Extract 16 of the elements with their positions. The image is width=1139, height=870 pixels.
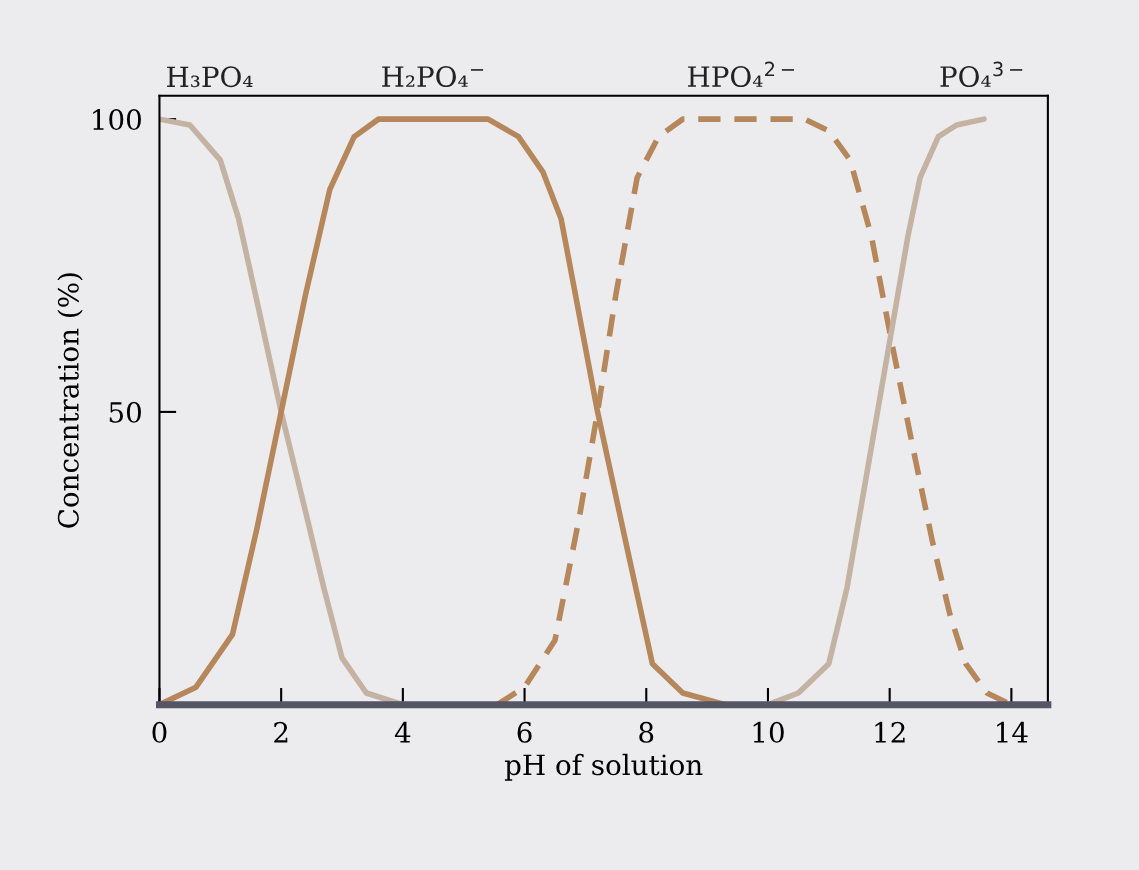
series-label: HPO₄$^{2−}$	[688, 61, 795, 88]
y-axis-title: Concentration (%)	[57, 273, 83, 528]
x-tick-label: 0	[152, 721, 167, 743]
series-label: H₃PO₄	[167, 66, 253, 88]
series-label: PO₄$^{3−}$	[940, 61, 1023, 88]
y-tick-label: 100	[93, 109, 141, 131]
series-label: H₂PO₄$^{−}$	[382, 66, 484, 88]
x-tick-label: 6	[517, 721, 532, 743]
x-tick-label: 4	[394, 721, 411, 743]
x-tick-label: 10	[753, 721, 784, 743]
x-tick-label: 2	[274, 721, 288, 743]
x-tick-label: 14	[997, 721, 1028, 743]
y-tick-label: 50	[109, 401, 141, 423]
x-tick-label: 8	[639, 721, 654, 743]
x-axis-title: pH of solution	[504, 753, 703, 781]
x-tick-label: 12	[875, 721, 905, 743]
